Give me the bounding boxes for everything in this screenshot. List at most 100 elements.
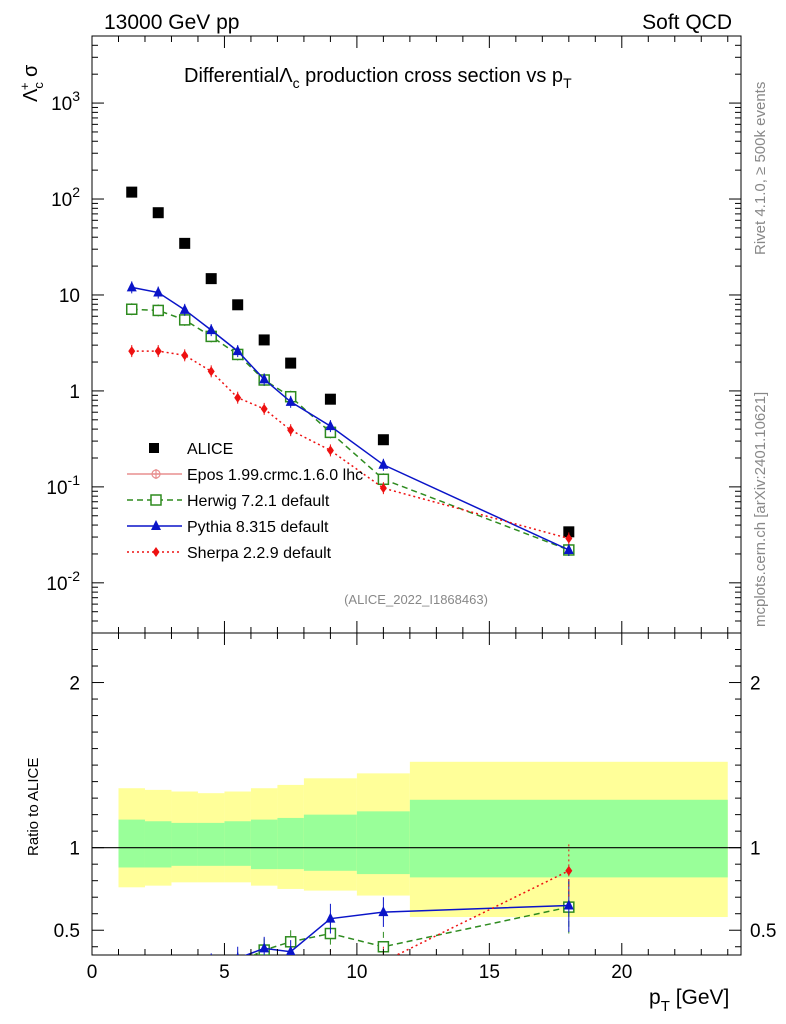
marker-square xyxy=(258,334,270,346)
band-inner xyxy=(171,822,198,866)
marker-diamond xyxy=(128,1004,135,1014)
y-tick-label-ratio: 1 xyxy=(69,839,80,860)
series-alice xyxy=(126,186,575,538)
marker-open-square xyxy=(206,967,216,977)
ratio-plot-content xyxy=(92,761,741,1014)
marker-diamond xyxy=(287,975,294,985)
marker-square xyxy=(377,434,389,446)
marker-square xyxy=(126,186,138,198)
marker-diamond xyxy=(155,1001,162,1011)
ratio-plot-frame xyxy=(91,632,742,956)
marker-open-square xyxy=(150,494,162,506)
y-tick-label-main: 103 xyxy=(51,88,80,115)
legend: ALICE Epos 1.99.crmc.1.6.0 lhc Herwig 7.2.… xyxy=(127,441,363,562)
marker-open-square xyxy=(233,958,243,968)
marker-triangle xyxy=(259,942,270,953)
marker-triangle xyxy=(563,543,574,554)
series-line xyxy=(131,350,570,540)
x-tick-label: 0 xyxy=(87,962,98,983)
marker-open-square xyxy=(152,304,164,317)
marker-open-square xyxy=(178,314,191,326)
series-line xyxy=(131,308,570,551)
marker-diamond xyxy=(565,533,573,544)
marker-diamond xyxy=(565,865,573,876)
marker-triangle xyxy=(153,982,163,992)
marker-square xyxy=(179,237,191,249)
x-tick-label: 5 xyxy=(219,962,230,983)
marker-open-square xyxy=(180,981,190,991)
legend-entry: Pythia 8.315 default xyxy=(127,519,329,536)
legend-label: Sherpa 2.2.9 default xyxy=(187,545,332,562)
marker-diamond xyxy=(234,392,242,403)
legend-label: Herwig 7.2.1 default xyxy=(187,493,330,510)
analysis-id: (ALICE_2022_I1868463) xyxy=(344,592,488,607)
marker-diamond xyxy=(207,366,215,377)
marker-triangle xyxy=(286,945,296,955)
marker-triangle xyxy=(259,373,270,384)
band-inner xyxy=(224,821,251,866)
marker-diamond xyxy=(327,960,334,970)
y-tick-label-ratio: 2 xyxy=(69,674,80,695)
y-tick-label-ratio-right: 2 xyxy=(750,674,761,695)
marker-triangle xyxy=(236,952,240,955)
x-tick-label: 15 xyxy=(479,962,500,983)
marker-diamond xyxy=(326,445,334,456)
x-tick-label: 10 xyxy=(346,962,367,983)
x-tick-label: 20 xyxy=(611,962,632,983)
band-inner xyxy=(250,819,278,870)
marker-triangle xyxy=(153,286,164,297)
series-sherpa xyxy=(128,345,573,545)
band-inner xyxy=(303,814,357,871)
marker-triangle xyxy=(179,303,190,314)
legend-entry: ALICE xyxy=(149,441,233,458)
plot-title: DifferentialΛc production cross section … xyxy=(184,65,572,91)
y-tick-label-ratio: 0.5 xyxy=(54,921,80,942)
band-inner xyxy=(118,819,145,868)
marker-triangle xyxy=(127,990,137,1000)
y-tick-label-ratio-right: 0.5 xyxy=(750,921,776,942)
marker-square xyxy=(285,357,297,369)
ratio-series-sherpa xyxy=(128,844,573,1014)
marker-square xyxy=(232,299,244,311)
legend-entry: Herwig 7.2.1 default xyxy=(127,493,330,510)
legend-label: Pythia 8.315 default xyxy=(187,519,329,536)
marker-triangle xyxy=(126,281,137,292)
rivet-label: Rivet 4.1.0, ≥ 500k events xyxy=(752,82,769,255)
marker-square xyxy=(324,393,336,405)
marker-diamond xyxy=(181,350,189,361)
ratio-uncertainty-band xyxy=(118,761,728,918)
axis-ticks xyxy=(91,35,741,955)
y-tick-label-main: 102 xyxy=(51,184,80,211)
energy-label: 13000 GeV pp xyxy=(104,11,239,34)
y-tick-label-main: 1 xyxy=(69,382,80,403)
category-label: Soft QCD xyxy=(642,11,732,34)
marker-square xyxy=(563,526,575,538)
marker-square xyxy=(152,207,164,219)
marker-open-square xyxy=(153,991,163,1001)
marker-triangle xyxy=(378,906,389,917)
band-inner xyxy=(277,817,304,870)
ratio-ylabel: Ratio to ALICE xyxy=(25,758,42,856)
main-plot-content xyxy=(125,186,575,556)
marker-square xyxy=(205,273,217,285)
marker-diamond xyxy=(128,346,136,357)
marker-triangle xyxy=(206,324,217,335)
main-ylabel: Λc+ σ xyxy=(17,64,46,102)
legend-label: ALICE xyxy=(187,441,233,458)
marker-triangle xyxy=(180,974,190,984)
legend-entry: Sherpa 2.2.9 default xyxy=(127,545,332,562)
marker-triangle xyxy=(206,959,216,969)
x-axis-label: pT [GeV] xyxy=(649,986,729,1015)
marker-diamond xyxy=(261,976,268,986)
mcplots-label: mcplots.cern.ch [arXiv:2401.10621] xyxy=(752,392,769,627)
legend-entry: Epos 1.99.crmc.1.6.0 lhc xyxy=(127,467,363,484)
marker-triangle xyxy=(151,520,161,530)
marker-diamond xyxy=(260,403,268,414)
marker-open-square xyxy=(125,303,138,315)
marker-triangle xyxy=(325,912,336,923)
marker-diamond xyxy=(380,957,387,967)
marker-diamond xyxy=(154,346,162,357)
main-plot-frame xyxy=(91,35,742,634)
marker-triangle xyxy=(563,899,574,910)
